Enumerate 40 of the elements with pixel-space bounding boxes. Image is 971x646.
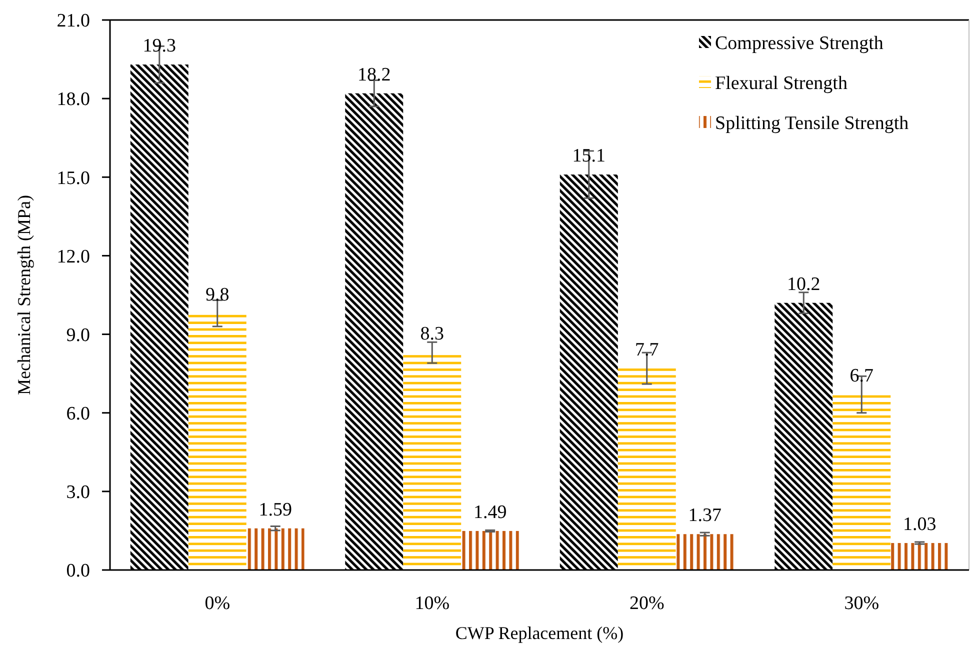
y-tick-label: 0.0 — [66, 560, 90, 582]
bar — [560, 174, 618, 570]
x-tick-label: 0% — [204, 593, 230, 614]
legend-label: Compressive Strength — [715, 33, 884, 54]
data-label: 8.3 — [420, 324, 444, 345]
y-tick-label: 21.0 — [56, 10, 90, 32]
y-axis-title: Mechanical Strength (MPa) — [14, 195, 34, 395]
data-label: 1.03 — [902, 514, 936, 536]
data-label: 19.3 — [142, 36, 176, 57]
bar — [345, 93, 404, 570]
data-label: 1.49 — [473, 502, 507, 523]
y-tick-label: 15.0 — [56, 168, 90, 189]
y-tick-label: 18.0 — [56, 89, 90, 110]
bar — [774, 302, 833, 570]
data-label: 9.8 — [206, 284, 230, 306]
legend-label: Splitting Tensile Strength — [715, 113, 910, 134]
bar — [130, 64, 188, 570]
legend-label: Flexural Strength — [715, 73, 848, 94]
bar — [676, 534, 734, 570]
data-label: 1.37 — [688, 505, 722, 526]
x-tick-label: 20% — [629, 593, 664, 614]
bar — [461, 530, 520, 570]
data-label: 1.59 — [258, 499, 292, 520]
bar — [403, 352, 462, 570]
x-tick-label: 10% — [414, 593, 450, 614]
y-tick-label: 3.0 — [66, 482, 90, 504]
y-tick-label: 6.0 — [66, 404, 90, 425]
data-label: 10.2 — [787, 274, 820, 295]
data-label: 6.7 — [850, 366, 874, 387]
bar — [246, 528, 304, 570]
bar — [832, 394, 891, 570]
bar — [188, 313, 246, 570]
bar — [618, 368, 676, 570]
y-tick-label: 12.0 — [56, 246, 90, 268]
bar — [890, 543, 949, 570]
data-label: 18.2 — [358, 64, 391, 86]
data-label: 7.7 — [635, 339, 659, 360]
x-axis-title: CWP Replacement (%) — [455, 623, 624, 643]
x-tick-label: 30% — [844, 593, 880, 614]
y-tick-label: 9.0 — [66, 324, 90, 346]
